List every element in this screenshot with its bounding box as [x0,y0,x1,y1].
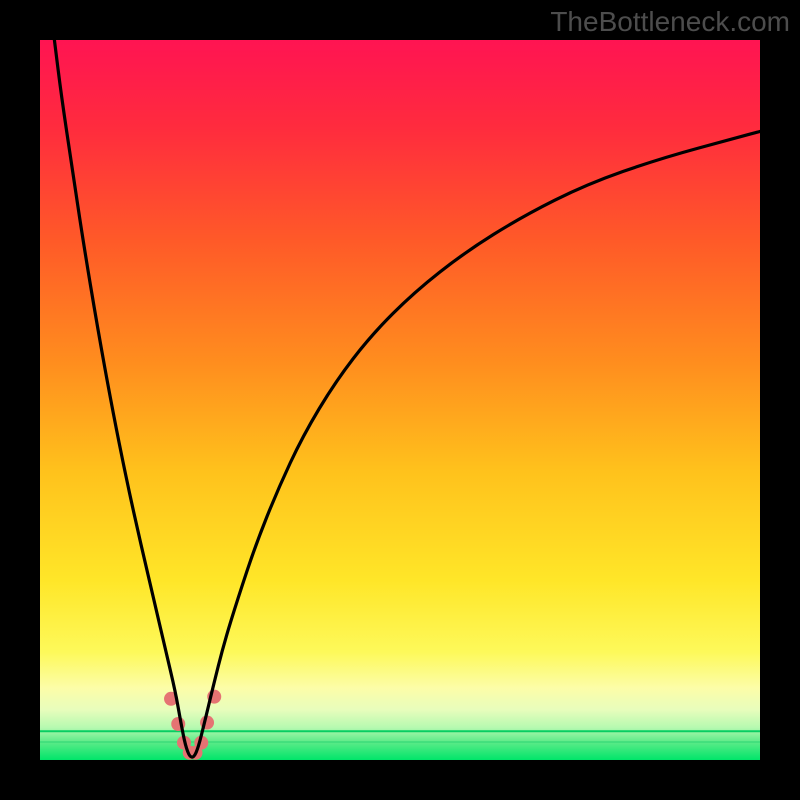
chart-svg [0,0,800,800]
watermark-text: TheBottleneck.com [550,6,790,38]
chart-root: TheBottleneck.com [0,0,800,800]
plot-background [40,40,760,760]
